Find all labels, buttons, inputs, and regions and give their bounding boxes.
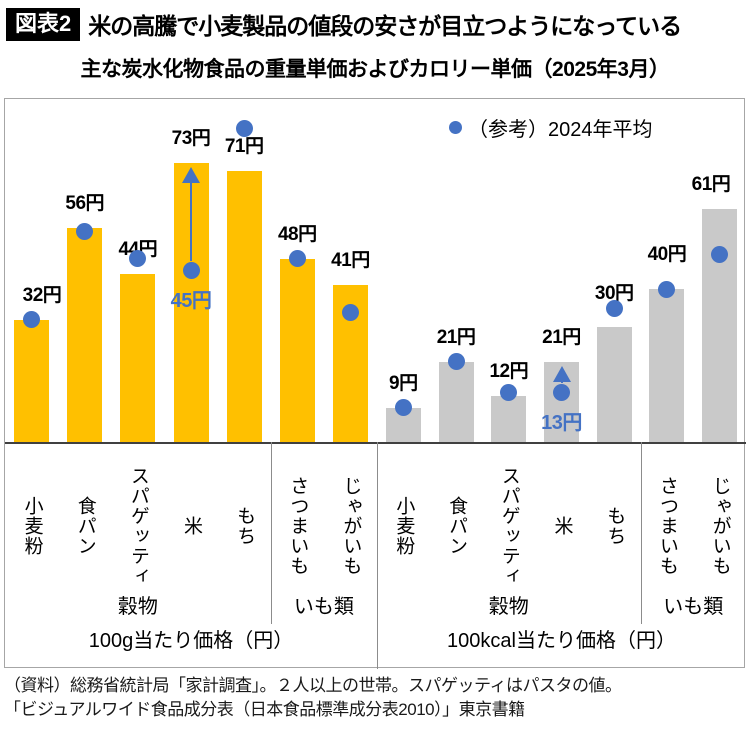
value-label: 12円 [489,361,529,383]
avg-2024-dot [129,250,147,268]
category-label: 食パン [446,496,468,556]
category-label: もち [604,506,626,546]
bar-gram-4 [226,170,262,442]
bar-kcal-2 [491,396,527,442]
category-label: スパゲッティ [498,466,520,586]
value-label: 21円 [542,326,581,348]
avg-2024-dot [182,261,200,279]
value-label: 71円 [224,135,264,157]
category-label: 食パン [74,496,96,556]
value-label: 56円 [65,193,105,215]
axis-title: 100g当たり価格（円） [88,630,294,652]
category-label: 米 [181,516,202,536]
value-label: 44円 [103,234,173,261]
group-divider [640,442,642,624]
avg-2024-dot [553,383,570,401]
category-label: 小麦粉 [21,496,43,556]
avg-2024-dot [23,311,41,329]
avg-2024-dot [447,353,465,371]
bar-kcal-1 [438,361,474,442]
category-label: もち [234,506,256,546]
avg-2024-value-label: 13円 [541,412,582,435]
bar-gram-0 [14,319,50,442]
category-label: 米 [551,516,573,536]
rise-arrow-head [552,365,571,382]
category-label: さつまいも [656,476,678,576]
avg-2024-dot [288,250,306,268]
avg-2024-value-label: 45円 [170,290,212,313]
group-divider [270,442,272,624]
avg-2024-dot [235,120,253,138]
avg-2024-dot [394,399,412,417]
value-label: 48円 [277,223,317,245]
figure-badge: 図表2 [6,7,81,41]
source-note-line1: （資料）総務省統計局「家計調査」。２人以上の世帯。スパゲッティはパスタの値。 [4,676,622,695]
source-note: （資料）総務省統計局「家計調査」。２人以上の世帯。スパゲッティはパスタの値。 「… [4,674,748,722]
chart-header: 図表2 米の高騰で小麦製品の値段の安さが目立つようになっている [6,7,682,41]
value-label: 32円 [22,284,62,306]
rise-arrow-head [182,167,200,184]
value-label: 9円 [389,372,418,394]
group-label: 穀物 [117,596,158,618]
category-label: 小麦粉 [393,496,415,556]
axis-title: 100kcal当たり価格（円） [447,630,676,652]
avg-2024-dot [76,223,94,241]
group-label: いも類 [663,596,724,618]
group-label: いも類 [293,596,354,618]
category-label: スパゲッティ [127,466,149,586]
legend-dot-icon [449,121,462,134]
value-label: 61円 [691,173,731,195]
avg-2024-dot [500,383,518,401]
avg-2024-dot [658,280,676,298]
page-title: 米の高騰で小麦製品の値段の安さが目立つようになっている [88,13,682,39]
chart-subtitle: 主な炭水化物食品の重量単価およびカロリー単価（2025年3月） [80,58,670,81]
bar-gram-5 [279,258,315,442]
half-divider [377,442,378,669]
bar-gram-1 [67,228,103,442]
value-label: 41円 [331,250,370,272]
value-label: 30円 [594,283,634,305]
bar-kcal-6 [702,208,738,442]
value-label: 73円 [171,128,211,150]
value-label: 21円 [436,326,476,348]
avg-2024-dot [711,246,729,264]
bar-kcal-4 [596,327,632,442]
value-label: 40円 [647,244,687,266]
group-label: 穀物 [488,596,529,618]
rise-arrow-line [190,181,192,262]
source-note-line2: 「ビジュアルワイド食品成分表（日本食品標準成分表2010）」東京書籍 [4,700,525,719]
legend-label: （参考）2024年平均 [468,119,653,141]
x-axis-line [5,442,746,444]
category-label: じゃがいも [709,476,731,576]
legend: （参考）2024年平均 [449,113,653,142]
bar-gram-2 [120,273,156,442]
avg-2024-dot [341,303,359,321]
category-label: じゃがいも [340,476,362,576]
avg-2024-dot [605,299,623,317]
bar-kcal-5 [649,289,685,442]
category-label: さつまいも [287,476,309,576]
